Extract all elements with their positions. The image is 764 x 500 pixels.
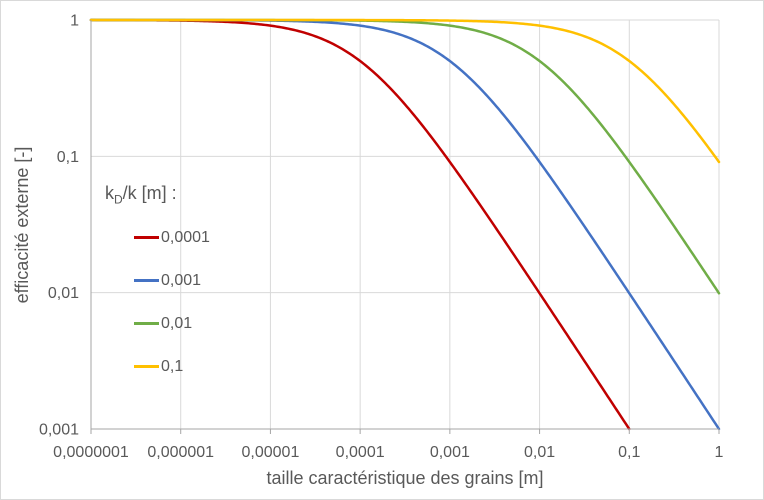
y-tick-label: 0,01 (48, 285, 79, 302)
y-tick-label: 1 (70, 13, 79, 30)
legend-swatch (134, 279, 159, 282)
x-tick-label: 0,0001 (336, 444, 385, 461)
y-tick-label: 0,001 (39, 422, 79, 439)
x-tick-label: 0,000001 (147, 444, 214, 461)
x-tick-label: 0,0000001 (53, 444, 129, 461)
x-tick-label: 1 (715, 444, 724, 461)
legend-entry: 0,1 (105, 355, 210, 379)
legend-swatch (134, 322, 159, 325)
legend-entry-label: 0,0001 (161, 228, 210, 246)
legend-entries: 0,0001 0,001 0,01 0,1 (105, 226, 210, 379)
legend: kD/k [m] : 0,0001 0,001 0,01 0,1 (105, 183, 210, 398)
legend-title-sub: D (114, 192, 123, 207)
y-axis-title: efficacité externe [-] (12, 146, 32, 304)
legend-swatch (134, 236, 159, 239)
legend-entry-label: 0,01 (161, 314, 193, 332)
curve-0,1 (89, 18, 721, 164)
legend-entry-label: 0,1 (161, 357, 184, 375)
x-tick-label: 0,00001 (242, 444, 300, 461)
legend-swatch (134, 365, 159, 368)
legend-entry: 0,01 (105, 312, 210, 336)
x-tick-label: 0,001 (430, 444, 470, 461)
legend-entry: 0,001 (105, 269, 210, 293)
legend-title-post: /k [m] : (122, 183, 177, 203)
legend-entry-label: 0,001 (161, 271, 202, 289)
legend-title-pre: k (105, 183, 114, 203)
x-axis-title: taille caractéristique des grains [m] (266, 468, 544, 488)
legend-title: kD/k [m] : (105, 183, 210, 207)
y-tick-label: 0,1 (57, 149, 79, 166)
legend-entry: 0,0001 (105, 226, 210, 250)
x-tick-label: 0,01 (524, 444, 555, 461)
x-tick-label: 0,1 (618, 444, 640, 461)
